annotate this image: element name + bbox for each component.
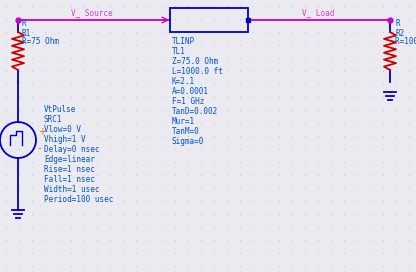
Text: Z=75.0 Ohm: Z=75.0 Ohm bbox=[172, 57, 218, 66]
Text: TLINP: TLINP bbox=[172, 38, 195, 47]
Text: Vhigh=1 V: Vhigh=1 V bbox=[44, 135, 86, 144]
Text: L=1000.0 ft: L=1000.0 ft bbox=[172, 67, 223, 76]
Text: R2: R2 bbox=[395, 29, 404, 38]
Text: Rise=1 nsec: Rise=1 nsec bbox=[44, 165, 95, 175]
Text: SRC1: SRC1 bbox=[44, 116, 62, 125]
Text: R: R bbox=[22, 20, 27, 29]
Text: K=2.1: K=2.1 bbox=[172, 78, 195, 86]
Text: Mur=1: Mur=1 bbox=[172, 118, 195, 126]
Text: Edge=linear: Edge=linear bbox=[44, 156, 95, 165]
Text: Delay=0 nsec: Delay=0 nsec bbox=[44, 146, 99, 154]
Text: Period=100 usec: Period=100 usec bbox=[44, 196, 114, 205]
Text: Sigma=0: Sigma=0 bbox=[172, 138, 204, 147]
Text: TanM=0: TanM=0 bbox=[172, 128, 200, 137]
Text: R=75 Ohm: R=75 Ohm bbox=[22, 38, 59, 47]
Text: Width=1 usec: Width=1 usec bbox=[44, 186, 99, 194]
Text: A=0.0001: A=0.0001 bbox=[172, 88, 209, 97]
Text: VtPulse: VtPulse bbox=[44, 106, 77, 115]
Text: F=1 GHz: F=1 GHz bbox=[172, 97, 204, 107]
Text: TL1: TL1 bbox=[172, 48, 186, 57]
Text: V_ Source: V_ Source bbox=[71, 8, 113, 17]
Text: -: - bbox=[38, 143, 42, 153]
Text: Fall=1 nsec: Fall=1 nsec bbox=[44, 175, 95, 184]
Text: TanD=0.002: TanD=0.002 bbox=[172, 107, 218, 116]
Text: R: R bbox=[395, 20, 400, 29]
Text: +: + bbox=[38, 127, 46, 137]
Bar bbox=[170, 8, 248, 32]
Text: V_ Load: V_ Load bbox=[302, 8, 334, 17]
Text: R=100 kOhm: R=100 kOhm bbox=[395, 38, 416, 47]
Text: Vlow=0 V: Vlow=0 V bbox=[44, 125, 81, 134]
Text: R1: R1 bbox=[22, 29, 31, 38]
